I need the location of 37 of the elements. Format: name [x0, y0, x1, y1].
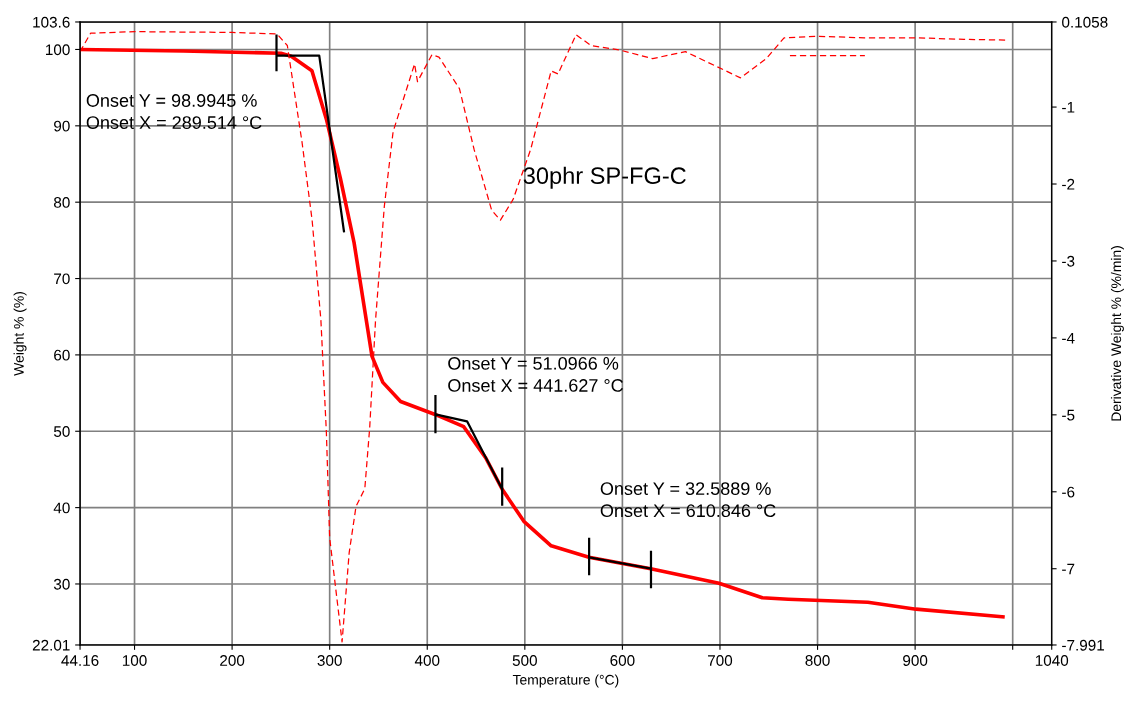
y-axis-title: Weight % (%) [13, 292, 27, 376]
x-tick-label: 100 [122, 655, 147, 666]
y2-axis-title: Derivative Weight % (%/min) [1110, 246, 1124, 421]
y2-tick-label: -5 [1062, 409, 1075, 421]
y2-tick-label: -4 [1062, 332, 1075, 344]
x-tick-label: 200 [220, 655, 245, 666]
annotation: Onset Y = 51.0966 % Onset X = 441.627 °C [448, 357, 623, 392]
y-tick-label: 22.01 [32, 639, 70, 651]
y-tick-label: 70 [54, 273, 70, 285]
y2-tick-label: -6 [1062, 486, 1075, 498]
y-tick-label: 60 [54, 349, 70, 361]
x-tick-label: 44.16 [61, 655, 99, 666]
y-tick-label: 100 [46, 44, 70, 56]
y-tick-label: 103.6 [33, 16, 70, 28]
y2-tick-label: -7.991 [1062, 639, 1105, 651]
y-tick-label: 80 [53, 197, 70, 208]
x-tick-label: 900 [903, 655, 928, 666]
x-tick-label: 700 [708, 655, 733, 666]
y-tick-label: 30 [53, 578, 70, 590]
x-tick-label: 800 [805, 655, 830, 666]
y2-tick-label: -3 [1062, 255, 1075, 267]
y-tick-label: 90 [54, 120, 70, 132]
x-tick-label: 300 [317, 655, 342, 666]
x-tick-label: 600 [610, 655, 635, 666]
x-tick-label: 500 [512, 655, 537, 666]
y2-tick-label: -2 [1062, 178, 1075, 190]
y2-tick-label: 0.1058 [1062, 16, 1108, 28]
annotation: Onset Y = 98.9945 % Onset X = 289.514 °C [86, 94, 262, 129]
x-axis-title: Temperature (°C) [512, 674, 619, 688]
y-tick-label: 50 [53, 426, 70, 437]
y-tick-label: 40 [53, 502, 70, 514]
x-tick-label: 400 [414, 655, 440, 666]
annotation: Onset Y = 32.5889 % Onset X = 610.846 °C [600, 482, 776, 518]
text: 30phr SP-FG-C [523, 166, 686, 189]
x-tick-label: 1040 [1035, 655, 1069, 666]
y2-tick-label: -1 [1062, 102, 1075, 113]
y2-tick-label: -7 [1062, 563, 1075, 575]
